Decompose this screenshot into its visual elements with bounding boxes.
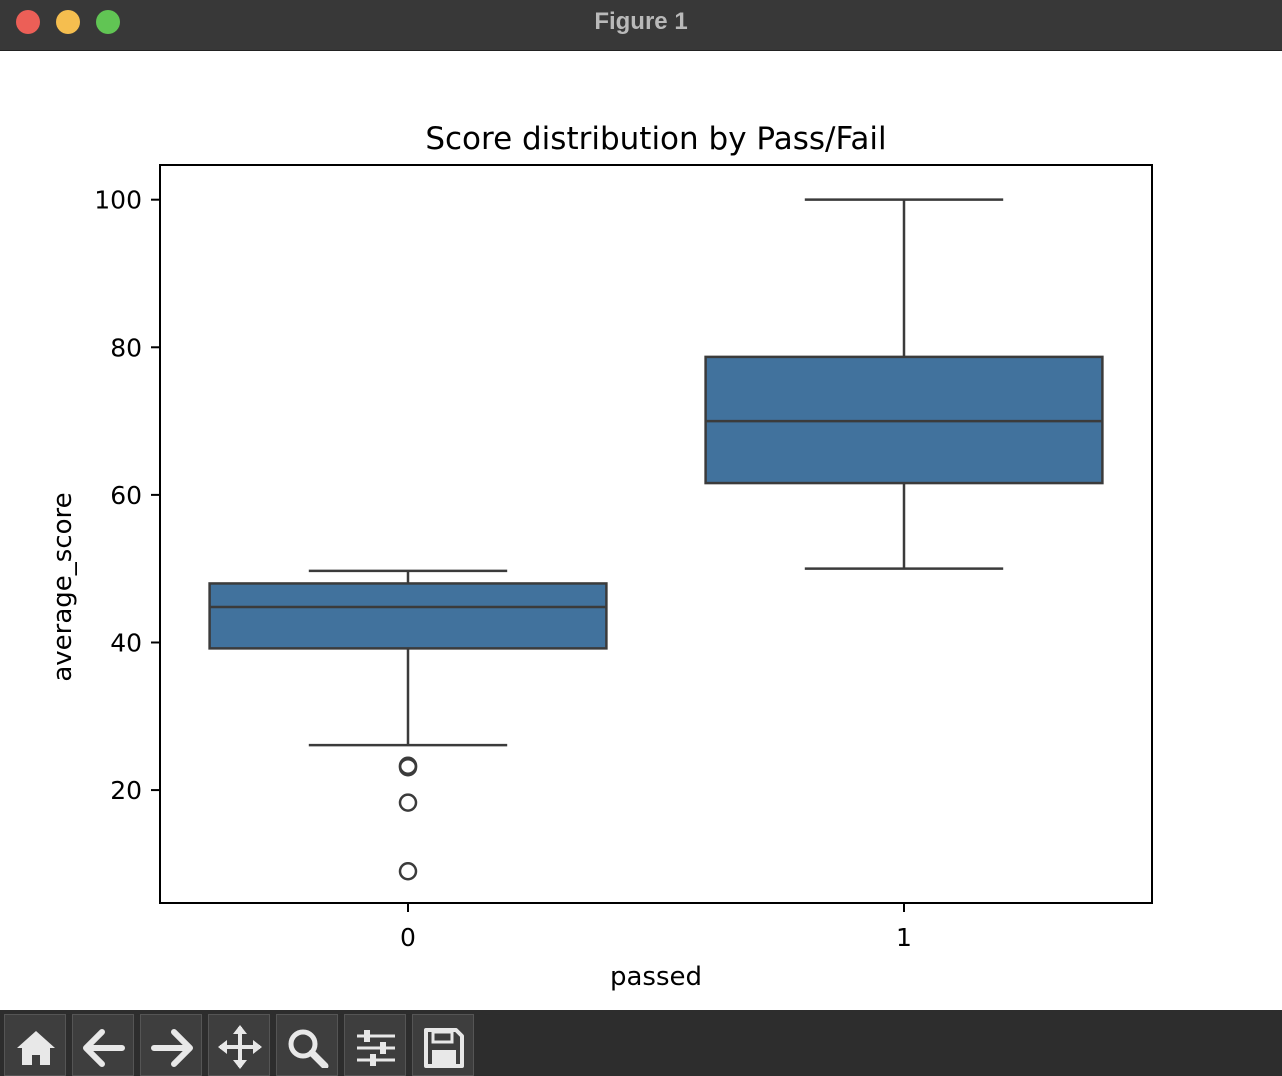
close-window-button[interactable] bbox=[16, 10, 40, 34]
outlier-point bbox=[398, 793, 418, 812]
zoom-button[interactable] bbox=[276, 1014, 338, 1076]
save-icon bbox=[424, 1028, 464, 1068]
search-icon bbox=[288, 1029, 329, 1068]
configure-subplots-button[interactable] bbox=[344, 1014, 406, 1076]
back-button[interactable] bbox=[72, 1014, 134, 1076]
figure-canvas: Score distribution by Pass/Fail passed a… bbox=[0, 51, 1282, 1010]
arrow-left-icon bbox=[83, 1029, 125, 1067]
box-plot-chart: Score distribution by Pass/Fail passed a… bbox=[48, 121, 1153, 992]
outlier-point bbox=[398, 757, 418, 777]
x-tick-label: 0 bbox=[400, 923, 416, 952]
arrow-right-icon bbox=[151, 1029, 193, 1067]
window-titlebar: Figure 1 bbox=[0, 0, 1282, 51]
move-icon bbox=[218, 1025, 262, 1069]
outlier-point bbox=[398, 862, 418, 881]
y-tick-label: 40 bbox=[110, 628, 142, 657]
x-tick-label: 1 bbox=[896, 923, 912, 952]
y-tick-label: 80 bbox=[110, 333, 142, 362]
window-title: Figure 1 bbox=[594, 8, 688, 35]
save-button[interactable] bbox=[412, 1014, 474, 1076]
box-iqr bbox=[208, 582, 608, 650]
y-tick-label: 100 bbox=[94, 186, 142, 215]
maximize-window-button[interactable] bbox=[96, 10, 120, 34]
minimize-window-button[interactable] bbox=[56, 10, 80, 34]
home-icon bbox=[17, 1031, 55, 1065]
plot-area-frame bbox=[159, 164, 1153, 904]
forward-button[interactable] bbox=[140, 1014, 202, 1076]
chart-title: Score distribution by Pass/Fail bbox=[425, 121, 886, 157]
sliders-icon bbox=[357, 1030, 395, 1066]
x-axis-label: passed bbox=[610, 962, 702, 992]
y-tick-label: 60 bbox=[110, 481, 142, 510]
navigation-toolbar bbox=[0, 1010, 1282, 1076]
home-button[interactable] bbox=[4, 1014, 66, 1076]
y-tick-label: 20 bbox=[110, 776, 142, 805]
pan-button[interactable] bbox=[208, 1014, 270, 1076]
y-axis-label: average_score bbox=[48, 492, 78, 681]
